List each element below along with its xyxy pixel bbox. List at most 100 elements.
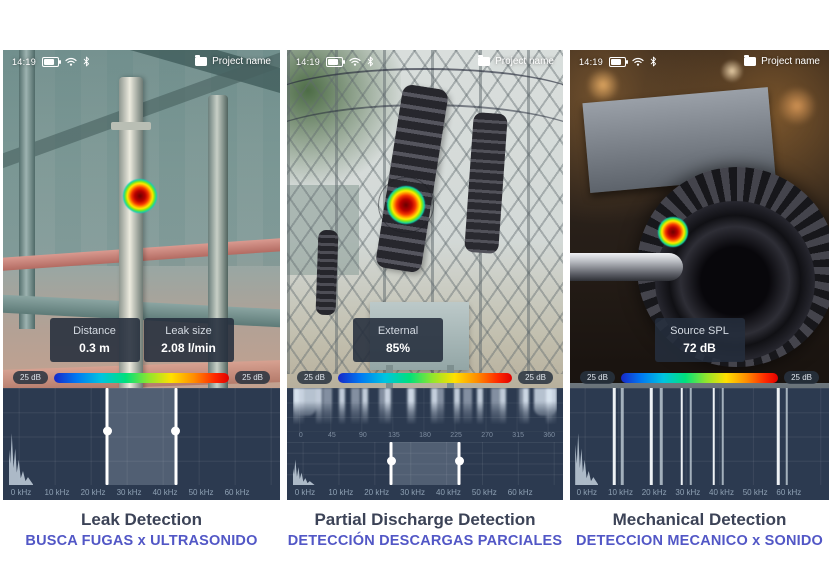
measurement-badges: Distance 0.3 m Leak size 2.08 l/min	[3, 318, 280, 362]
spectral-peak-line	[712, 388, 716, 485]
phone-screen-mechanical-detection: 14:19 Project name Source SPL 72 dB 25 d…	[570, 50, 829, 500]
band-slider-handle[interactable]	[102, 388, 112, 485]
band-slider-handle[interactable]	[171, 388, 181, 485]
spectral-peak-line	[776, 388, 780, 485]
spectrum-plot[interactable]	[570, 388, 829, 485]
selected-frequency-band	[107, 388, 176, 485]
spectrum-histogram	[575, 433, 599, 485]
caption-title: Partial Discharge Detection	[314, 510, 536, 529]
scale-max-label: 25 dB	[518, 371, 553, 384]
clock: 14:19	[12, 56, 37, 67]
status-bar: 14:19 Project name	[570, 55, 829, 67]
color-gradient-bar	[53, 372, 230, 383]
prpd-discharge-pattern	[292, 388, 558, 426]
frequency-axis: 0 kHz 10 kHz 20 kHz 30 kHz 40 kHz 50 kHz 60 kH…	[10, 488, 250, 497]
status-bar: 14:19 Project name	[287, 55, 563, 67]
badge-label: Leak size	[165, 325, 212, 337]
badge-value: 2.08 l/min	[161, 341, 216, 355]
phone-screen-leak-detection: 14:19 Project name Distance 0.3 m Leak s…	[3, 50, 280, 500]
prpd-and-spectrum-panel: 0 45 90 135 180 225 270 315 360 0 kHz 10 kHz 20 kH…	[287, 388, 563, 500]
caption-partial-discharge: Partial Discharge Detection DETECCIÓN DE…	[287, 505, 563, 549]
caption-leak-detection: Leak Detection BUSCA FUGAS x ULTRASONIDO	[3, 505, 280, 549]
bluetooth-icon	[650, 56, 657, 67]
db-color-scale: 25 dB 25 dB	[287, 371, 563, 384]
clock: 14:19	[296, 56, 321, 67]
distance-badge: Distance 0.3 m	[49, 318, 140, 362]
acoustic-hotspot	[658, 217, 688, 247]
project-button[interactable]: Project name	[478, 55, 554, 67]
band-slider-handle[interactable]	[386, 442, 396, 485]
spectral-peak-line	[620, 388, 624, 485]
spectrum-plot[interactable]	[3, 388, 280, 485]
heatmap-spot	[123, 179, 157, 213]
spectral-peak-line	[689, 388, 693, 485]
folder-icon	[195, 55, 208, 66]
scale-max-label: 25 dB	[784, 371, 819, 384]
scale-min-label: 25 dB	[580, 371, 615, 384]
phone-screen-partial-discharge: 14:19 Project name External 85% 25 dB 25…	[287, 50, 563, 500]
caption-subtitle: BUSCA FUGAS x ULTRASONIDO	[25, 533, 258, 549]
project-button[interactable]: Project name	[195, 55, 271, 67]
selected-frequency-band	[391, 442, 460, 485]
caption-subtitle: DETECCION MECANICO x SONIDO	[575, 533, 824, 549]
color-gradient-bar	[337, 372, 513, 383]
spectral-peak-line	[613, 388, 616, 485]
battery-icon	[42, 56, 62, 67]
clock: 14:19	[579, 56, 604, 67]
color-gradient-bar	[620, 372, 779, 383]
badge-label: Distance	[73, 325, 116, 337]
spectrum-histogram	[8, 433, 34, 485]
external-discharge-badge: External 85%	[353, 318, 443, 362]
badge-value: 72 dB	[683, 341, 716, 355]
heatmap-spot	[658, 217, 688, 247]
badge-label: Source SPL	[670, 325, 729, 337]
spectral-peak-line	[721, 388, 724, 485]
frequency-axis: 0 kHz 10 kHz 20 kHz 30 kHz 40 kHz 50 kHz 60 kH…	[294, 488, 533, 497]
spectrum-panel: 0 kHz 10 kHz 20 kHz 30 kHz 40 kHz 50 kHz 60 kH…	[3, 388, 280, 500]
caption-mechanical-detection: Mechanical Detection DETECCION MECANICO …	[570, 505, 829, 549]
project-button[interactable]: Project name	[744, 55, 820, 67]
db-color-scale: 25 dB 25 dB	[3, 371, 280, 384]
caption-title: Mechanical Detection	[612, 510, 787, 529]
folder-icon	[744, 55, 757, 66]
heatmap-spot	[387, 186, 425, 224]
source-spl-badge: Source SPL 72 dB	[654, 318, 745, 362]
band-slider-handle[interactable]	[454, 442, 464, 485]
wifi-icon	[65, 57, 77, 66]
caption-title: Leak Detection	[81, 510, 202, 529]
spectral-peak-line	[785, 388, 789, 485]
measurement-badges: Source SPL 72 dB	[570, 318, 829, 362]
captions-row: Leak Detection BUSCA FUGAS x ULTRASONIDO…	[3, 505, 829, 549]
phone-screens-row: 14:19 Project name Distance 0.3 m Leak s…	[3, 50, 829, 500]
leak-size-badge: Leak size 2.08 l/min	[143, 318, 234, 362]
spectral-peak-line	[659, 388, 663, 485]
db-color-scale: 25 dB 25 dB	[570, 371, 829, 384]
bluetooth-icon	[83, 56, 90, 67]
scale-min-label: 25 dB	[297, 371, 332, 384]
spectral-peak-line	[649, 388, 653, 485]
prpd-pattern-plot[interactable]	[287, 388, 563, 432]
measurement-badges: External 85%	[287, 318, 563, 362]
caption-subtitle: DETECCIÓN DESCARGAS PARCIALES	[287, 533, 563, 549]
spectrum-plot[interactable]	[287, 442, 563, 485]
spectrum-histogram	[292, 459, 315, 485]
status-bar: 14:19 Project name	[3, 55, 280, 67]
badge-value: 85%	[385, 341, 411, 355]
acoustic-hotspot	[123, 179, 157, 213]
badge-value: 0.3 m	[79, 341, 110, 355]
frequency-axis: 0 kHz 10 kHz 20 kHz 30 kHz 40 kHz 50 kHz 60 kH…	[576, 488, 802, 497]
scale-max-label: 25 dB	[235, 371, 270, 384]
battery-icon	[326, 56, 346, 67]
badge-label: External	[377, 325, 419, 337]
folder-icon	[478, 55, 491, 66]
project-name-label: Project name	[761, 56, 820, 67]
battery-icon	[609, 56, 629, 67]
scale-min-label: 25 dB	[13, 371, 48, 384]
spectrum-panel: 0 kHz 10 kHz 20 kHz 30 kHz 40 kHz 50 kHz 60 kH…	[570, 388, 829, 500]
wifi-icon	[632, 57, 644, 66]
acoustic-hotspot	[378, 177, 434, 233]
wifi-icon	[349, 57, 361, 66]
phase-axis: 0 45 90 135 180 225 270 315 360	[298, 432, 556, 439]
project-name-label: Project name	[495, 56, 554, 67]
spectral-peak-line	[680, 388, 684, 485]
